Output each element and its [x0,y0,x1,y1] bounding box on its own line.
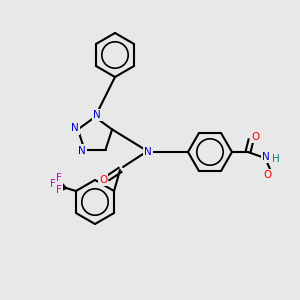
Text: H: H [272,154,280,164]
Text: O: O [252,132,260,142]
Text: F: F [50,179,56,189]
Text: F: F [56,185,62,195]
Text: N: N [71,123,79,134]
Text: N: N [77,146,85,156]
Text: N: N [144,147,152,157]
Text: N: N [93,110,101,120]
Text: O: O [99,175,107,185]
Text: F: F [56,173,62,183]
Text: N: N [262,152,270,162]
Text: O: O [264,170,272,180]
